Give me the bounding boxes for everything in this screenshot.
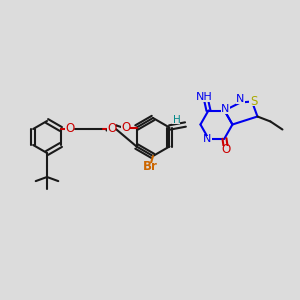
Text: O: O [65, 122, 74, 136]
Text: NH: NH [196, 92, 213, 103]
Text: H: H [172, 115, 180, 125]
Bar [203, 136, 212, 143]
Bar [143, 163, 157, 171]
Bar [250, 98, 259, 106]
Text: Br: Br [142, 160, 158, 173]
Bar [221, 106, 230, 113]
Text: O: O [222, 143, 231, 156]
Text: N: N [236, 94, 244, 104]
Text: O: O [107, 122, 116, 136]
Bar [236, 95, 245, 104]
Bar [222, 146, 231, 154]
Bar [121, 124, 130, 131]
Bar [65, 125, 74, 133]
Text: O: O [121, 121, 130, 134]
Bar [172, 116, 181, 124]
Bar [107, 125, 116, 133]
Bar [197, 94, 212, 101]
Text: S: S [250, 95, 258, 108]
Text: N: N [221, 104, 230, 115]
Text: N: N [203, 134, 211, 145]
